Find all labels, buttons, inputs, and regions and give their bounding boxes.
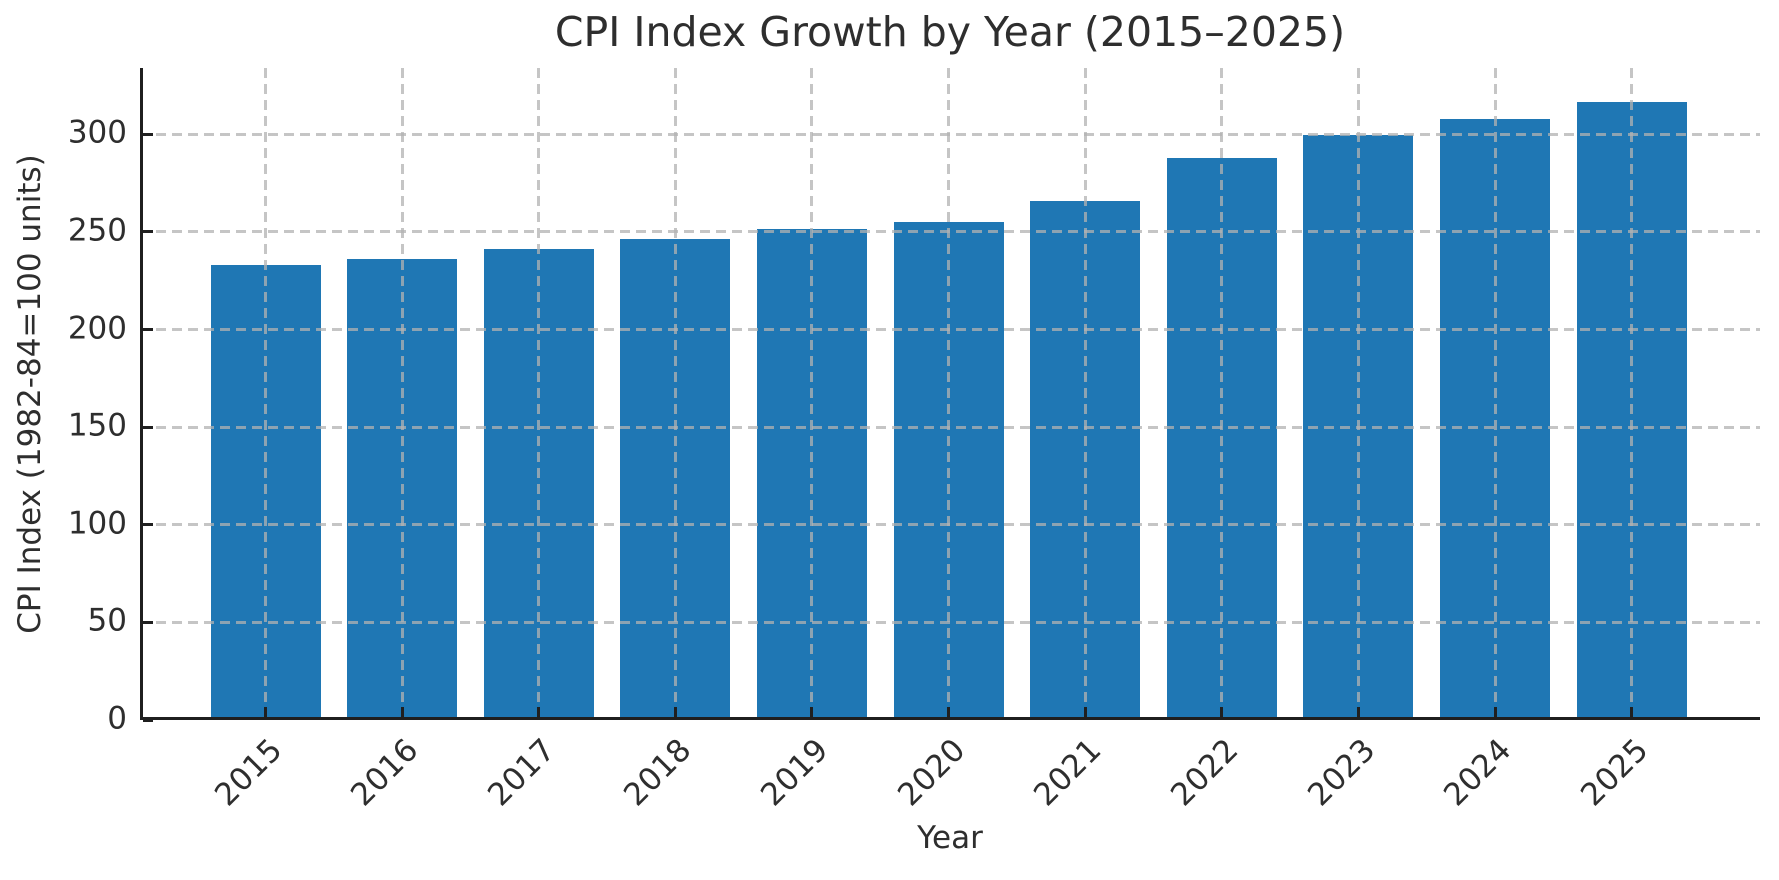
x-axis-label: Year bbox=[917, 820, 983, 856]
ytick-250 bbox=[143, 230, 153, 234]
xtick-label-2018: 2018 bbox=[617, 732, 699, 814]
xtick-2018 bbox=[673, 707, 677, 717]
xtick-2020 bbox=[947, 707, 951, 717]
chart-title: CPI Index Growth by Year (2015–2025) bbox=[554, 8, 1346, 56]
ytick-300 bbox=[143, 132, 153, 136]
ytick-label-300: 300 bbox=[67, 114, 127, 151]
gridline-v-2025 bbox=[1630, 68, 1634, 720]
gridline-v-2020 bbox=[947, 68, 951, 720]
gridline-v-2015 bbox=[264, 68, 267, 720]
gridline-v-2021 bbox=[1083, 68, 1087, 720]
xtick-label-2021: 2021 bbox=[1027, 732, 1109, 814]
ytick-label-150: 150 bbox=[67, 407, 127, 444]
ytick-label-200: 200 bbox=[67, 310, 127, 347]
xtick-label-2017: 2017 bbox=[480, 732, 563, 814]
xtick-2025 bbox=[1630, 707, 1634, 717]
xtick-2016 bbox=[400, 707, 404, 717]
gridline-v-2017 bbox=[537, 68, 541, 720]
xtick-label-2015: 2015 bbox=[207, 732, 289, 814]
xtick-label-2022: 2022 bbox=[1164, 732, 1246, 814]
ytick-label-50: 50 bbox=[87, 602, 127, 639]
xtick-label-2016: 2016 bbox=[344, 732, 426, 814]
xtick-2017 bbox=[537, 707, 541, 717]
gridline-v-2024 bbox=[1493, 68, 1497, 720]
gridline-v-2019 bbox=[810, 68, 814, 720]
ytick-label-100: 100 bbox=[67, 505, 127, 542]
xtick-2024 bbox=[1493, 707, 1497, 717]
x-axis-spine bbox=[140, 717, 1760, 720]
xtick-2023 bbox=[1356, 707, 1360, 717]
ytick-0 bbox=[143, 718, 153, 722]
ytick-100 bbox=[143, 523, 153, 527]
y-axis-label: CPI Index (1982-84=100 units) bbox=[12, 154, 48, 634]
ytick-200 bbox=[143, 328, 153, 332]
gridline-v-2022 bbox=[1220, 68, 1224, 720]
xtick-label-2019: 2019 bbox=[754, 732, 836, 814]
xtick-label-2024: 2024 bbox=[1437, 732, 1519, 814]
y-axis-spine bbox=[140, 68, 143, 720]
gridline-v-2016 bbox=[400, 68, 404, 720]
ytick-50 bbox=[143, 620, 153, 624]
xtick-label-2025: 2025 bbox=[1573, 732, 1656, 814]
xtick-2019 bbox=[810, 707, 814, 717]
xtick-2022 bbox=[1220, 707, 1224, 717]
xtick-label-2023: 2023 bbox=[1300, 732, 1382, 814]
ytick-150 bbox=[143, 425, 153, 429]
xtick-2021 bbox=[1083, 707, 1087, 717]
gridline-v-2018 bbox=[673, 68, 677, 720]
ytick-label-0: 0 bbox=[107, 700, 127, 737]
plot-area: 0 50 100 150 200 250 300 2015 2016 2017 2018 2019 20… bbox=[68, 68, 1760, 813]
xtick-label-2020: 2020 bbox=[890, 732, 973, 814]
gridline-v-2023 bbox=[1356, 68, 1360, 720]
xtick-2015 bbox=[264, 707, 267, 717]
ytick-label-250: 250 bbox=[67, 212, 127, 249]
